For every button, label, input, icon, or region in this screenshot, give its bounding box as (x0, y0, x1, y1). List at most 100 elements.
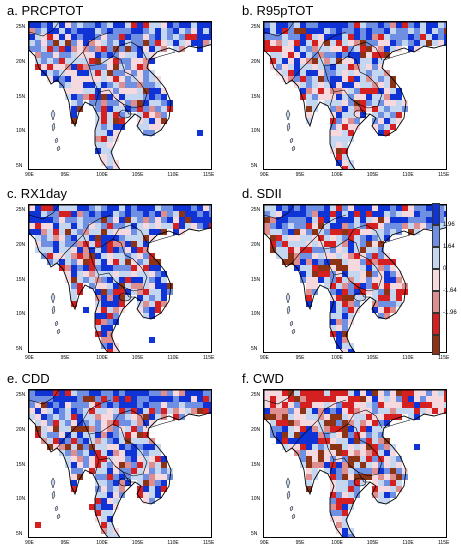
grid-cell (306, 468, 312, 474)
grid-cell (264, 22, 270, 28)
grid-cell (348, 46, 354, 52)
grid-cell (53, 76, 59, 82)
grid-cell (89, 46, 95, 52)
grid-cell (294, 253, 300, 259)
grid-cell (119, 426, 125, 432)
grid-cell (324, 259, 330, 265)
grid-cell (372, 474, 378, 480)
grid-cell (306, 444, 312, 450)
grid-cell (161, 28, 167, 34)
grid-cell (336, 504, 342, 510)
grid-cell (161, 217, 167, 223)
grid-cell (426, 211, 432, 217)
grid-cell (414, 229, 420, 235)
grid-cell (125, 277, 131, 283)
grid-cell (360, 52, 366, 58)
grid-cell (71, 450, 77, 456)
coastline (264, 22, 446, 169)
grid-cell (47, 46, 53, 52)
grid-cell (125, 64, 131, 70)
grid-cell (77, 456, 83, 462)
grid-cell (65, 46, 71, 52)
lat-tick-label: 15N (251, 276, 261, 283)
grid-cell (107, 130, 113, 136)
grid-cell (288, 217, 294, 223)
grid-cell (167, 34, 173, 40)
grid-cell (360, 390, 366, 396)
grid-cell (107, 319, 113, 325)
grid-cell (384, 486, 390, 492)
grid-cell (336, 64, 342, 70)
grid-cell (107, 313, 113, 319)
grid-cell (119, 486, 125, 492)
grid-cell (312, 58, 318, 64)
grid-cell (336, 468, 342, 474)
grid-cell (336, 34, 342, 40)
grid-cell (312, 265, 318, 271)
grid-cell (119, 58, 125, 64)
grid-cell (294, 241, 300, 247)
grid-cell (396, 486, 402, 492)
grid-cell (336, 112, 342, 118)
grid-cell (125, 402, 131, 408)
grid-cell (384, 444, 390, 450)
grid-cell (342, 124, 348, 130)
grid-cell (113, 52, 119, 58)
grid-cell (264, 34, 270, 40)
grid-cell (77, 462, 83, 468)
grid-cell (324, 205, 330, 211)
grid-cell (149, 265, 155, 271)
grid-cell (306, 247, 312, 253)
grid-cell (41, 64, 47, 70)
grid-cell (336, 22, 342, 28)
grid-cell (101, 247, 107, 253)
grid-cell (59, 259, 65, 265)
grid-cell (119, 205, 125, 211)
grid-cell (342, 166, 348, 169)
grid-cell (330, 289, 336, 295)
grid-cell (360, 82, 366, 88)
grid-cell (402, 396, 408, 402)
grid-cell (119, 217, 125, 223)
grid-cell (342, 528, 348, 534)
grid-cell (179, 28, 185, 34)
grid-cell (336, 259, 342, 265)
grid-cell (131, 265, 137, 271)
grid-cell (113, 124, 119, 130)
grid-cell (306, 28, 312, 34)
grid-cell (366, 46, 372, 52)
grid-cell (47, 444, 53, 450)
country-border (349, 465, 370, 483)
grid-cell (197, 223, 203, 229)
grid-cell (131, 456, 137, 462)
grid-cell (366, 265, 372, 271)
grid-cell (131, 426, 137, 432)
lon-tick-label: 95E (295, 355, 305, 361)
grid-cell (95, 223, 101, 229)
grid-cell (354, 76, 360, 82)
grid-cell (372, 408, 378, 414)
grid-cell (89, 205, 95, 211)
grid-cell (41, 396, 47, 402)
grid-cell (402, 390, 408, 396)
grid-cell (53, 247, 59, 253)
grid-cell (366, 438, 372, 444)
country-border (317, 419, 335, 475)
grid-cell (143, 241, 149, 247)
grid-cell (336, 438, 342, 444)
grid-cell (137, 426, 143, 432)
grid-cell (95, 319, 101, 325)
grid-cell (143, 46, 149, 52)
grid-cell (101, 58, 107, 64)
grid-cell (161, 480, 167, 486)
grid-cell (288, 247, 294, 253)
grid-cell (149, 307, 155, 313)
grid-cell (408, 22, 414, 28)
grid-cell (300, 408, 306, 414)
grid-cell (143, 420, 149, 426)
grid-cell (155, 124, 161, 130)
grid-cell (330, 492, 336, 498)
grid-cell (366, 450, 372, 456)
grid-cell (342, 498, 348, 504)
grid-cell (390, 408, 396, 414)
